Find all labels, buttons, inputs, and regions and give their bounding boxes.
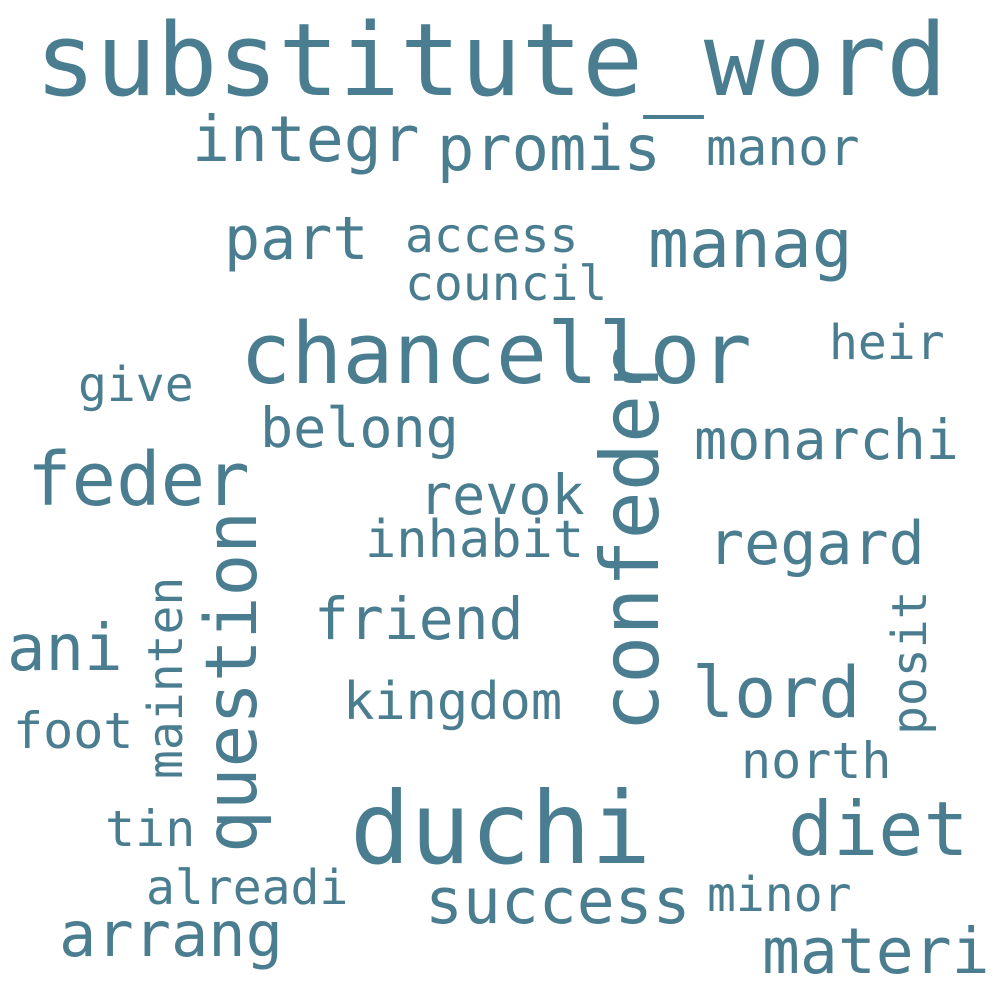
- word: feder: [27, 437, 250, 523]
- word: tin: [105, 800, 196, 858]
- word: success: [425, 865, 691, 938]
- word: minor: [707, 867, 852, 923]
- word: ani: [7, 612, 123, 686]
- word: manor: [706, 119, 860, 178]
- word: confeder: [584, 346, 677, 732]
- word: foot: [13, 702, 134, 760]
- word: kingdom: [343, 672, 563, 732]
- word: integr: [192, 103, 420, 176]
- word: monarchi: [694, 408, 959, 472]
- word: mainten: [138, 576, 194, 779]
- word: council: [405, 256, 608, 312]
- word: part: [224, 204, 369, 274]
- word: alreadi: [146, 860, 349, 916]
- word: heir: [829, 315, 945, 371]
- word: lord: [692, 652, 861, 734]
- word: materi: [762, 915, 990, 988]
- word: inhabit: [365, 510, 585, 570]
- word: north: [741, 732, 892, 790]
- word: friend: [314, 585, 524, 653]
- word: manag: [648, 205, 853, 284]
- word: regard: [708, 509, 925, 579]
- word: duchi: [350, 770, 652, 887]
- word: promis: [437, 112, 661, 185]
- word: diet: [788, 785, 969, 873]
- word: chancellor: [240, 305, 752, 404]
- word: give: [78, 357, 194, 413]
- word: question: [190, 511, 273, 853]
- word: posit: [882, 590, 938, 736]
- word: substitute_word: [35, 1, 948, 119]
- word: revok: [419, 463, 585, 527]
- word: belong: [260, 396, 459, 460]
- word: arrang: [59, 898, 283, 971]
- word: access: [405, 208, 579, 264]
